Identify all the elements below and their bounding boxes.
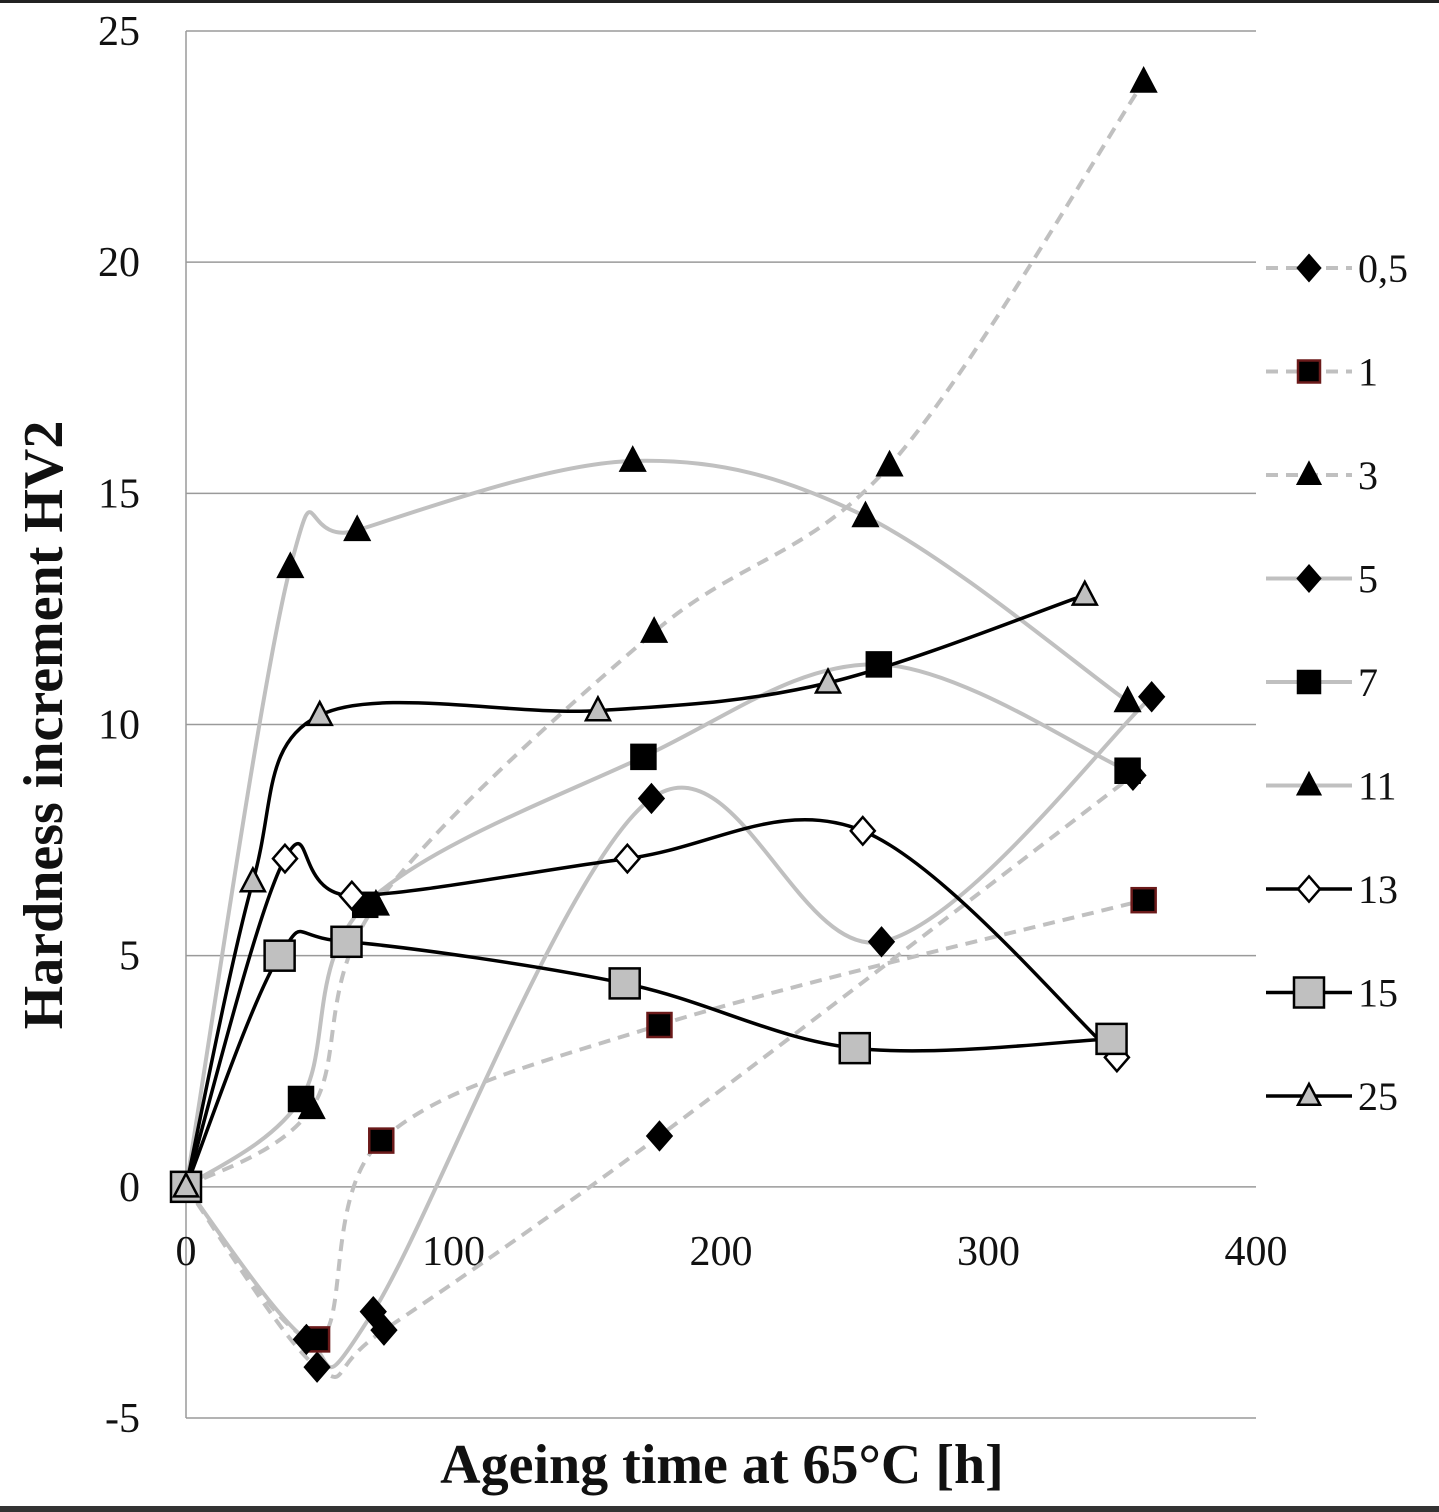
data-point-5 (637, 782, 666, 815)
legend-swatch-marker (1296, 253, 1322, 283)
gridlines (185, 30, 1256, 1419)
data-point-15 (1095, 1022, 1128, 1056)
series-lines (184, 80, 1154, 1379)
series-line-3 (184, 80, 1146, 1189)
data-point-13 (849, 815, 877, 847)
legend-label: 11 (1358, 764, 1397, 809)
legend-item: 11 (1266, 764, 1397, 809)
legend-item: 13 (1266, 867, 1398, 912)
legend-label: 1 (1358, 350, 1378, 395)
series-markers (169, 65, 1166, 1383)
data-point-7 (865, 651, 893, 678)
x-tick-label: 400 (1225, 1229, 1288, 1275)
legend-item: 7 (1266, 660, 1378, 705)
legend-swatch-marker (1296, 669, 1322, 695)
legend-item: 5 (1266, 557, 1378, 602)
data-point-1 (1130, 886, 1157, 914)
data-point-0-5 (370, 1314, 398, 1346)
legend-swatch-marker (1296, 359, 1322, 384)
legend-label: 13 (1358, 867, 1398, 912)
data-point-13 (271, 842, 299, 875)
x-tick-label: 0 (176, 1229, 197, 1275)
series-line-0-5 (184, 773, 1135, 1379)
data-point-5 (292, 1323, 321, 1356)
legend-swatch-marker (1295, 460, 1323, 486)
legend-item: 3 (1266, 453, 1378, 498)
data-point-3 (1129, 65, 1158, 93)
series-line-13 (184, 817, 1119, 1188)
y-tick-label: -5 (105, 1396, 140, 1442)
x-axis-title: Ageing time at 65°C [h] (440, 1434, 1004, 1496)
data-point-1 (368, 1127, 395, 1154)
legend-item: 0,5 (1266, 246, 1408, 291)
data-point-15 (608, 967, 641, 1000)
data-point-11 (343, 514, 372, 542)
legend-label: 3 (1358, 453, 1378, 498)
data-point-25 (238, 865, 267, 893)
data-point-25 (813, 667, 843, 694)
data-point-25 (1070, 579, 1099, 606)
legend-swatch-marker (1292, 976, 1326, 1009)
legend-swatch-marker (1295, 770, 1323, 796)
y-tick-label: 15 (98, 471, 140, 517)
y-tick-label: 0 (119, 1165, 140, 1211)
legend-label: 5 (1358, 557, 1378, 602)
legend-label: 7 (1358, 660, 1378, 705)
data-point-25 (305, 699, 334, 727)
y-tick-label: 25 (98, 9, 140, 55)
data-point-0-5 (645, 1120, 674, 1152)
data-point-11 (1113, 685, 1142, 713)
data-point-5 (867, 926, 896, 958)
data-point-15 (330, 925, 363, 959)
data-point-7 (1114, 757, 1141, 784)
y-axis-title: Hardness increment HV2 (13, 421, 75, 1030)
legend-swatch-marker (1295, 1081, 1323, 1107)
data-point-7 (630, 743, 657, 771)
data-point-13 (613, 842, 642, 875)
y-tick-label: 20 (98, 240, 140, 286)
legend-swatch-marker (1296, 874, 1322, 904)
series-line-11 (184, 458, 1129, 1188)
legend-label: 0,5 (1358, 246, 1408, 291)
data-point-1 (646, 1011, 673, 1039)
data-point-11 (618, 445, 647, 472)
data-point-3 (640, 616, 669, 643)
data-point-7 (287, 1085, 315, 1113)
x-tick-label: 200 (690, 1229, 753, 1275)
data-point-5 (359, 1295, 387, 1328)
y-tick-label: 10 (98, 703, 140, 749)
legend-item: 25 (1266, 1074, 1398, 1119)
legend-item: 1 (1266, 350, 1378, 395)
data-point-25 (583, 694, 613, 722)
data-point-3 (875, 449, 904, 477)
data-point-15 (263, 939, 296, 972)
y-tick-label: 5 (119, 934, 140, 980)
series-line-15 (184, 929, 1112, 1188)
data-point-11 (276, 551, 305, 579)
data-point-5 (1138, 681, 1166, 713)
data-point-13 (338, 879, 366, 912)
legend-label: 25 (1358, 1074, 1398, 1119)
data-point-15 (838, 1031, 871, 1065)
legend-label: 15 (1358, 971, 1398, 1016)
top-border-rule (0, 0, 1439, 3)
bottom-border-rule (0, 1506, 1439, 1512)
legend-item: 15 (1266, 971, 1398, 1016)
data-point-11 (851, 500, 880, 528)
legend-swatch-marker (1296, 563, 1322, 594)
data-point-25 (171, 1170, 201, 1198)
x-tick-label: 300 (957, 1229, 1020, 1275)
data-point-0-5 (303, 1351, 331, 1383)
